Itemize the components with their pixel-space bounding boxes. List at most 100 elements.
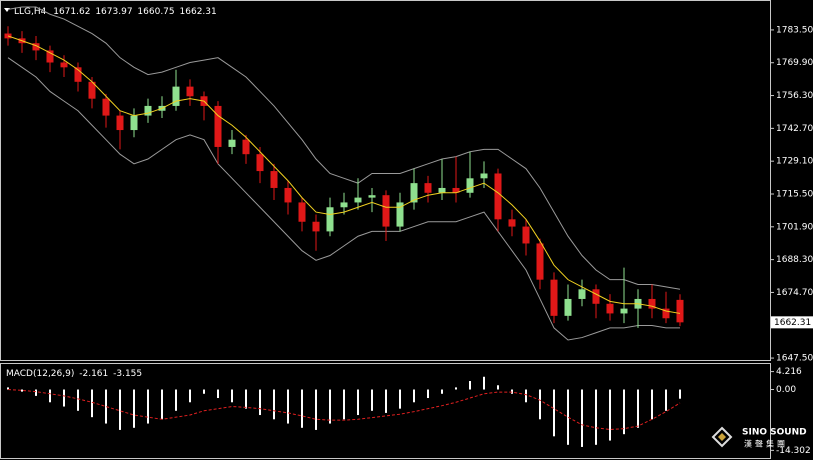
y-tick-label: 1688.30 xyxy=(776,255,813,265)
logo: SINO SOUND 漢聲集團 xyxy=(711,426,807,449)
macd-bar xyxy=(553,389,555,437)
candle-body xyxy=(298,202,306,222)
candle-body xyxy=(102,98,110,116)
macd-bar xyxy=(371,389,373,411)
candle-body xyxy=(88,81,96,99)
macd-bar xyxy=(441,389,443,394)
candle-body xyxy=(354,197,362,203)
macd-bar xyxy=(161,389,163,420)
macd-bar xyxy=(301,389,303,428)
logo-name: SINO SOUND xyxy=(742,428,807,438)
macd-bar xyxy=(287,389,289,424)
logo-chinese: 漢聲集團 xyxy=(744,439,788,449)
last-price-label: 1662.31 xyxy=(774,318,811,328)
macd-bar xyxy=(315,389,317,430)
macd-bar xyxy=(651,389,653,420)
bollinger-lower xyxy=(7,57,680,341)
moving-average xyxy=(7,35,681,314)
macd-panel xyxy=(0,363,771,459)
macd-bar xyxy=(259,389,261,416)
close: 1662.31 xyxy=(180,7,217,17)
macd-bar xyxy=(21,389,23,392)
candle-body xyxy=(32,43,40,51)
candle-body xyxy=(144,105,152,116)
candle-body xyxy=(382,195,390,227)
macd-bar xyxy=(623,389,625,435)
macd-bar xyxy=(49,389,51,403)
candle-body xyxy=(522,226,530,244)
macd-bar xyxy=(427,389,429,399)
macd-bar xyxy=(105,389,107,424)
candle-body xyxy=(270,171,278,188)
candle-body xyxy=(60,62,68,68)
candle-body xyxy=(424,183,432,193)
y-tick-label: 1647.50 xyxy=(776,354,813,364)
macd-tick-label: 0.00 xyxy=(776,385,796,395)
candle-body xyxy=(74,67,82,82)
candle-body xyxy=(214,105,222,147)
macd-bar xyxy=(581,389,583,447)
y-tick-label: 1742.70 xyxy=(776,124,813,134)
macd-bar xyxy=(637,389,639,428)
open: 1671.62 xyxy=(53,7,90,17)
candle-body xyxy=(438,187,446,193)
macd-bar xyxy=(497,385,499,390)
candle-body xyxy=(396,202,404,227)
y-tick-label: 1715.50 xyxy=(776,189,813,199)
macd-bar xyxy=(469,381,471,390)
candle-body xyxy=(172,86,180,106)
y-tick-label: 1756.30 xyxy=(776,91,813,101)
bollinger-upper xyxy=(7,6,681,290)
macd-bar xyxy=(245,389,247,409)
candle-body xyxy=(564,298,572,316)
candle-body xyxy=(368,195,376,198)
last-price-box xyxy=(771,316,813,329)
candle-body xyxy=(326,207,334,232)
candle-body xyxy=(116,115,124,131)
macd-bar xyxy=(133,389,135,428)
macd-bar xyxy=(217,389,219,399)
macd-bar xyxy=(483,376,485,390)
macd-tick-label: -14.302 xyxy=(776,446,811,456)
macd-bar xyxy=(609,389,611,441)
price-panel xyxy=(0,0,771,361)
symbol: LLG,H4 xyxy=(14,7,47,17)
signal-value: -3.155 xyxy=(113,369,142,379)
candle-body xyxy=(494,173,502,220)
candle-body xyxy=(578,289,586,299)
candle-body xyxy=(452,187,460,193)
candle-body xyxy=(536,243,544,280)
high: 1673.97 xyxy=(95,7,132,17)
candle-body xyxy=(620,308,628,314)
macd-bar xyxy=(455,387,457,390)
macd-bar xyxy=(595,389,597,445)
macd-header: MACD(12,26,9) -2.161 -3.155 xyxy=(6,369,142,379)
chart-header: LLG,H4 1671.62 1673.97 1660.75 1662.31 xyxy=(14,7,217,17)
candle-body xyxy=(410,183,418,203)
y-tick-label: 1769.90 xyxy=(776,58,813,68)
macd-bar xyxy=(231,389,233,403)
macd-bar xyxy=(175,389,177,411)
macd-bar xyxy=(385,389,387,413)
macd-bar xyxy=(63,389,65,407)
macd-bar xyxy=(77,389,79,411)
candle-body xyxy=(186,86,194,97)
y-tick-label: 1783.50 xyxy=(776,25,813,35)
low: 1660.75 xyxy=(137,7,174,17)
y-tick-label: 1701.90 xyxy=(776,222,813,232)
macd-bar xyxy=(567,389,569,445)
macd-bar xyxy=(343,389,345,420)
macd-bar xyxy=(357,389,359,416)
macd-bar xyxy=(539,389,541,420)
candle-body xyxy=(466,178,474,193)
macd-bar xyxy=(7,387,9,390)
candle-body xyxy=(256,154,264,172)
macd-bar xyxy=(679,389,681,399)
macd-bar xyxy=(665,389,667,411)
candle-body xyxy=(480,173,488,179)
macd-label: MACD(12,26,9) xyxy=(6,369,74,379)
candle-body xyxy=(508,219,516,227)
macd-bar xyxy=(35,389,37,396)
macd-bar xyxy=(329,389,331,424)
